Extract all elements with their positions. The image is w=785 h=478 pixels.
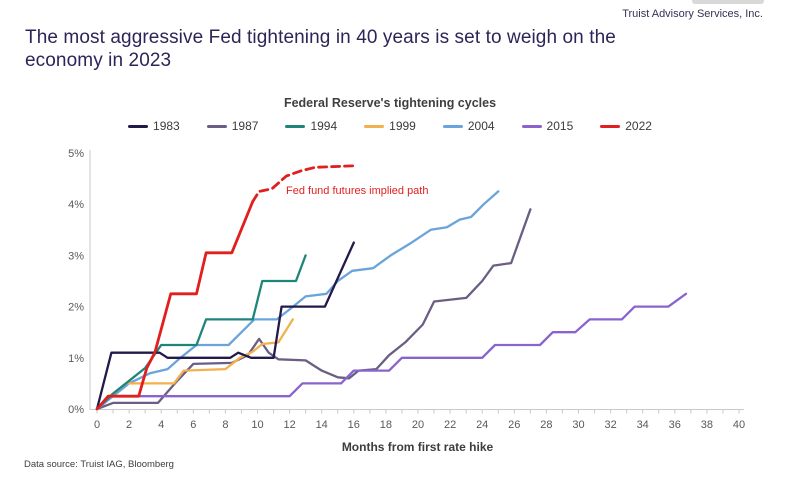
series-line-1983 [95, 241, 355, 411]
x-axis-tick-label: 28 [540, 419, 552, 431]
x-axis-tick-label: 14 [316, 419, 328, 431]
x-axis-tick-label: 22 [444, 419, 456, 431]
x-axis-tick-label: 0 [94, 419, 100, 431]
legend-swatch [206, 124, 227, 128]
legend-label: 2022 [625, 119, 652, 133]
x-axis-tick-label: 12 [283, 419, 295, 431]
y-axis-tick-label: 3% [68, 250, 84, 262]
legend-item: 2004 [442, 119, 495, 133]
legend-item: 1994 [285, 119, 337, 133]
x-axis-tick-label: 2 [126, 419, 132, 431]
x-axis-tick-label: 16 [348, 419, 360, 431]
legend-label: 2015 [546, 119, 574, 133]
legend-swatch [600, 124, 621, 128]
screen-edge-artifact [692, 0, 764, 4]
page-title-line1: The most aggressive Fed tightening in 40… [25, 27, 616, 48]
x-axis-tick-label: 26 [508, 419, 520, 431]
legend-swatch [521, 124, 542, 128]
legend-swatch [285, 124, 306, 128]
legend-swatch [364, 124, 385, 128]
x-axis-tick-label: 4 [158, 419, 164, 431]
x-axis-tick-label: 20 [412, 419, 424, 431]
legend-label: 1994 [310, 119, 338, 133]
x-axis-tick-label: 32 [604, 419, 616, 431]
series-line-1987 [95, 208, 532, 411]
brand-text: Truist Advisory Services, Inc. [622, 8, 763, 20]
page-title-line2: economy in 2023 [25, 50, 172, 71]
y-axis-tick-label: 5% [68, 148, 84, 160]
series-line-1994 [95, 254, 307, 411]
series-line-2004 [95, 190, 500, 411]
x-axis-tick-label: 8 [222, 419, 228, 431]
x-axis-tick-label: 34 [637, 419, 649, 431]
legend-item: 1983 [128, 119, 180, 133]
legend-item: 2022 [600, 119, 652, 133]
legend-label: 1987 [231, 119, 259, 133]
y-axis-tick-label: 1% [68, 353, 84, 365]
x-axis-tick-label: 18 [380, 419, 392, 431]
page-title: The most aggressive Fed tightening in 40… [25, 26, 616, 72]
series-line-2022 [95, 200, 255, 411]
legend-label: 1983 [153, 119, 180, 133]
legend-swatch [442, 124, 463, 128]
legend-item: 2015 [521, 119, 574, 133]
x-axis-tick-label: 24 [476, 419, 488, 431]
legend-item: 1999 [364, 119, 416, 133]
x-axis-tick-label: 36 [669, 419, 681, 431]
chart-legend: 1983 1987 1994 1999 2004 2015 2022 [0, 119, 780, 133]
series-line-2022-dashed [251, 164, 356, 204]
series-line-2015 [95, 292, 688, 411]
fed-futures-annotation: Fed fund futures implied path [286, 185, 429, 197]
x-axis-title: Months from first rate hike [341, 440, 494, 454]
y-axis-tick-label: 4% [68, 199, 84, 211]
x-axis-tick-label: 6 [190, 419, 196, 431]
x-axis-tick-label: 40 [733, 419, 745, 431]
data-source: Data source: Truist IAG, Bloomberg [24, 459, 174, 470]
chart-title: Federal Reserve's tightening cycles [283, 96, 497, 110]
legend-label: 1999 [389, 119, 416, 133]
x-axis-tick-label: 38 [701, 419, 713, 431]
y-axis-tick-label: 2% [68, 302, 84, 314]
legend-item: 1987 [206, 119, 259, 133]
y-axis-tick-label: 0% [68, 404, 84, 416]
legend-label: 2004 [467, 119, 495, 133]
x-axis-tick-label: 10 [251, 419, 263, 431]
x-axis-tick-label: 30 [572, 419, 584, 431]
legend-swatch [128, 124, 149, 128]
